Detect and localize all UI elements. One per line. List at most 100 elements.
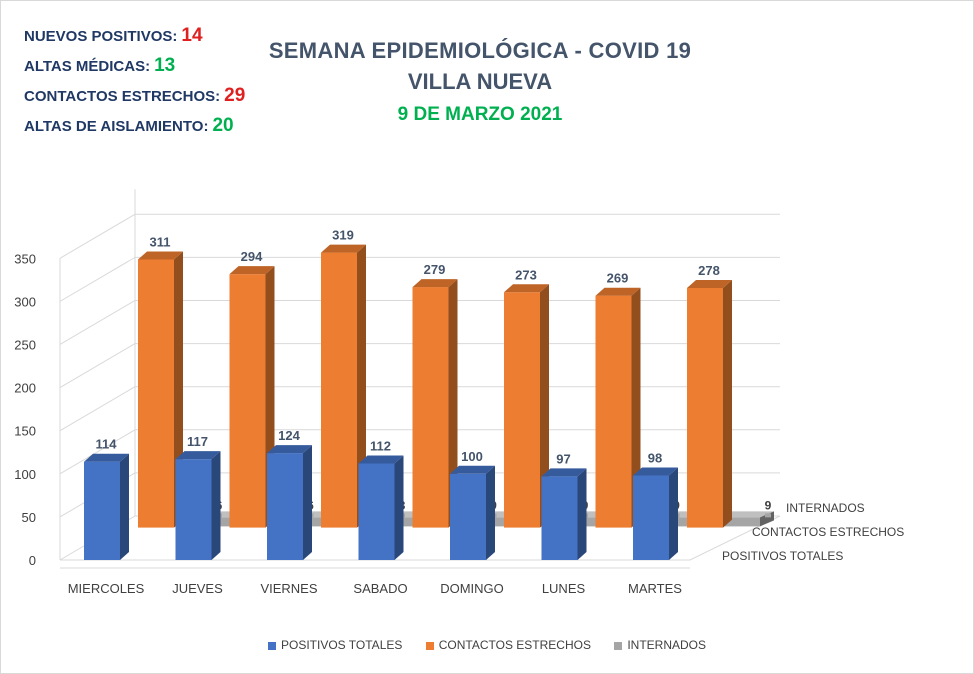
bar-top <box>84 453 129 462</box>
bar-top <box>175 451 221 460</box>
x-tick-label: VIERNES <box>260 581 317 596</box>
stat-value: 29 <box>224 85 246 106</box>
bar-top <box>412 279 458 288</box>
bar-top <box>541 468 587 477</box>
y-tick-label: 250 <box>14 337 36 352</box>
bar-side <box>211 451 221 560</box>
bar-front <box>358 463 395 560</box>
bar-side <box>357 244 366 528</box>
bar-top <box>687 279 732 288</box>
depth-axis-label: INTERNADOS <box>786 501 865 515</box>
data-label: 9 <box>765 498 772 512</box>
bar-top <box>595 287 641 296</box>
depth-axis-label: CONTACTOS ESTRECHOS <box>752 525 904 539</box>
series-contactos-estrechos: 311 294 319 279 273 269 278 <box>138 228 732 528</box>
bar <box>541 468 587 560</box>
gridline <box>59 300 136 345</box>
chart-subtitle: VILLA NUEVA <box>407 69 553 94</box>
data-label: 269 <box>607 271 629 286</box>
stat-label: ALTAS DE AISLAMIENTO: <box>24 118 209 135</box>
data-label: 114 <box>96 437 118 452</box>
bar <box>633 467 678 560</box>
bar-side <box>631 287 641 528</box>
bar-top <box>321 244 366 253</box>
bar-top <box>229 266 275 275</box>
bar-top <box>267 445 312 454</box>
stat-value: 14 <box>181 25 203 46</box>
bar-side <box>303 445 312 560</box>
stat-nuevos-positivos: NUEVOS POSITIVOS: 14 <box>24 24 245 54</box>
bar <box>595 287 641 528</box>
legend-label: POSITIVOS TOTALES <box>281 638 403 652</box>
summary-stats: NUEVOS POSITIVOS: 14 ALTAS MÉDICAS: 13 CON… <box>24 24 245 144</box>
legend-swatch <box>614 641 623 650</box>
bar-side <box>540 284 549 528</box>
bar-front <box>450 473 486 560</box>
y-tick-label: 200 <box>14 381 36 396</box>
data-label: 273 <box>515 267 537 282</box>
bar <box>765 513 771 518</box>
bar <box>358 455 404 560</box>
data-label: 124 <box>278 428 300 443</box>
bar-front <box>229 274 266 528</box>
bar-side <box>448 279 458 528</box>
bar-top <box>450 465 495 474</box>
stat-altas-aislamiento: ALTAS DE AISLAMIENTO: 20 <box>24 114 245 144</box>
chart-date: 9 DE MARZO 2021 <box>397 104 563 125</box>
bar-side <box>669 467 678 560</box>
legend-item-positivos: POSITIVOS TOTALES <box>268 638 402 652</box>
bar-front <box>267 453 303 560</box>
data-label: 100 <box>461 449 483 464</box>
series-positivos-totales: 114 117 124 112 100 97 98 <box>84 428 678 560</box>
data-label: 117 <box>187 434 208 449</box>
data-label: 294 <box>241 249 263 264</box>
legend-item-internados: INTERNADOS <box>614 638 706 652</box>
legend-item-contactos: CONTACTOS ESTRECHOS <box>425 638 591 652</box>
stat-label: NUEVOS POSITIVOS: <box>24 28 178 45</box>
data-label: 311 <box>150 234 171 249</box>
chart-title-block: SEMANA EPIDEMIOLÓGICA - COVID 19 VILLA N… <box>230 36 730 132</box>
bar-front <box>412 287 449 528</box>
legend-label: INTERNADOS <box>627 638 706 652</box>
x-tick-label: SABADO <box>353 581 407 596</box>
data-label: 112 <box>370 438 391 453</box>
bar <box>267 445 312 560</box>
bar-side <box>486 465 495 560</box>
bar-top <box>358 455 404 464</box>
stat-contactos-estrechos: CONTACTOS ESTRECHOS: 29 <box>24 84 245 114</box>
stat-altas-medicas: ALTAS MÉDICAS: 13 <box>24 54 245 84</box>
bar-top <box>504 284 549 293</box>
stat-label: CONTACTOS ESTRECHOS: <box>24 88 221 105</box>
y-tick-label: 350 <box>14 251 36 266</box>
data-label: 278 <box>698 263 720 278</box>
bar <box>229 266 275 528</box>
x-tick-label: LUNES <box>542 581 586 596</box>
stat-value: 13 <box>154 55 176 76</box>
bar <box>450 465 495 560</box>
y-tick-label: 100 <box>14 467 36 482</box>
data-label: 279 <box>424 262 446 277</box>
bar-front <box>84 461 120 560</box>
bar-side <box>723 279 732 528</box>
bar <box>687 279 732 528</box>
x-axis: MIERCOLES JUEVES VIERNES SABADO DOMINGO LUNES… <box>68 581 683 596</box>
bar-side <box>120 453 129 560</box>
x-tick-label: DOMINGO <box>440 581 504 596</box>
legend-swatch <box>425 641 434 650</box>
gridline <box>59 386 136 432</box>
bar <box>504 284 549 528</box>
bar-front <box>175 459 212 560</box>
bar-top <box>633 467 678 476</box>
chart-legend: POSITIVOS TOTALES CONTACTOS ESTRECHOS IN… <box>0 638 974 652</box>
bar <box>412 279 458 528</box>
bar-side <box>577 468 587 560</box>
data-label: 98 <box>648 451 662 466</box>
stat-value: 20 <box>212 115 234 136</box>
bar-top <box>138 251 183 260</box>
bar-front <box>541 476 578 560</box>
x-tick-label: MIERCOLES <box>68 581 145 596</box>
bar <box>321 244 366 528</box>
bar-front <box>633 475 669 560</box>
gridline <box>59 256 136 302</box>
